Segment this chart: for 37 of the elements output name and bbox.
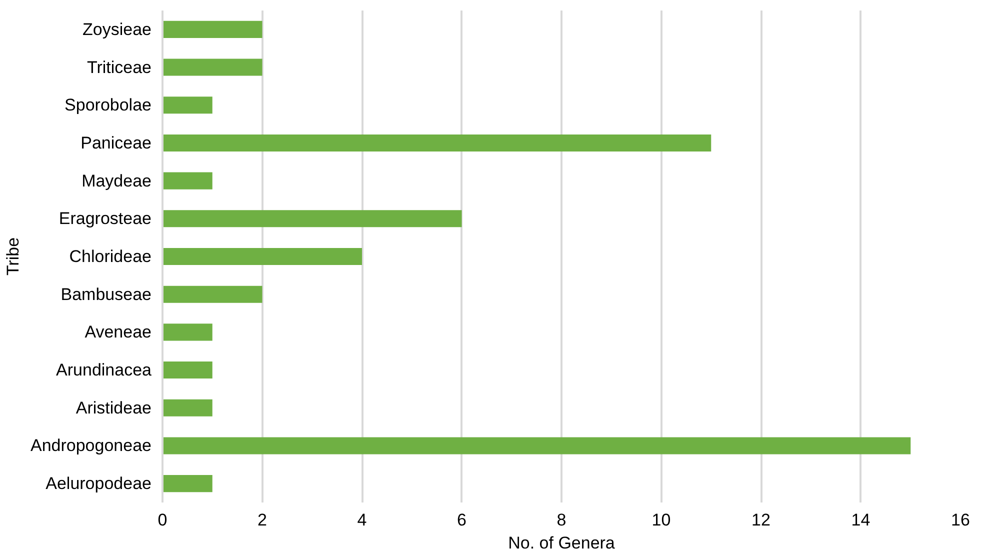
y-tick-label: Chlorideae	[69, 247, 152, 266]
x-tick-label: 4	[357, 510, 367, 530]
x-tick-label: 12	[752, 510, 770, 530]
bar	[162, 58, 262, 76]
y-tick-label: Triticeae	[86, 58, 152, 77]
bar	[162, 475, 212, 492]
x-tick-label: 10	[652, 510, 671, 530]
y-tick-label: Paniceae	[80, 133, 152, 152]
x-tick-label: 6	[457, 510, 466, 530]
x-axis-title: No. of Genera	[508, 534, 616, 552]
bar	[162, 248, 362, 266]
x-tick-label: 14	[851, 510, 870, 530]
bar	[162, 20, 262, 38]
y-axis-title: Tribe	[4, 237, 22, 276]
y-tick-label: Sporobolae	[64, 96, 152, 115]
x-tick-label: 8	[556, 510, 566, 530]
x-tick-label: 2	[258, 510, 267, 530]
bar	[162, 362, 212, 379]
y-tick-label: Aveneae	[84, 322, 152, 342]
bar	[162, 210, 462, 228]
bar	[162, 134, 712, 152]
bar	[162, 172, 212, 190]
bar	[162, 399, 212, 416]
y-tick-label: Arundinacea	[56, 360, 152, 380]
x-tick-label: 16	[951, 510, 970, 530]
bar	[162, 286, 262, 303]
y-tick-label: Andropogoneae	[30, 436, 152, 456]
bar	[162, 437, 911, 454]
y-tick-label: Aeluropodeae	[46, 474, 152, 494]
bar	[162, 324, 212, 341]
y-tick-label: Aristideae	[76, 398, 152, 418]
y-tick-label: Bambuseae	[60, 284, 152, 304]
y-tick-label: Maydeae	[82, 171, 152, 190]
x-tick-label: 0	[158, 510, 168, 530]
y-tick-label: Zoysieae	[82, 20, 152, 39]
y-tick-label: Eragrosteae	[58, 209, 152, 228]
bar	[162, 96, 212, 114]
